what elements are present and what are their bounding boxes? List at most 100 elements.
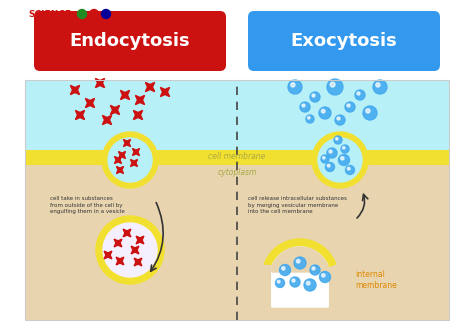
Circle shape: [347, 104, 350, 107]
Polygon shape: [104, 251, 112, 259]
Circle shape: [310, 92, 320, 102]
Polygon shape: [110, 106, 119, 115]
Polygon shape: [85, 98, 95, 108]
Circle shape: [101, 9, 110, 18]
Polygon shape: [160, 87, 170, 96]
Polygon shape: [134, 258, 142, 266]
Circle shape: [343, 147, 345, 149]
Circle shape: [96, 216, 164, 284]
Circle shape: [341, 157, 344, 160]
Circle shape: [376, 83, 380, 87]
FancyBboxPatch shape: [248, 11, 440, 71]
Text: Endocytosis: Endocytosis: [70, 32, 191, 50]
Circle shape: [306, 281, 310, 285]
Polygon shape: [131, 246, 139, 254]
Text: cell release intracellular substances
by merging vesicular membrane
into the cel: cell release intracellular substances by…: [248, 196, 347, 214]
Polygon shape: [272, 247, 328, 272]
Polygon shape: [116, 257, 124, 265]
Polygon shape: [123, 139, 130, 146]
Circle shape: [327, 148, 337, 158]
Bar: [25, 165, 449, 320]
Circle shape: [329, 150, 332, 153]
Circle shape: [321, 155, 329, 163]
Circle shape: [345, 102, 355, 112]
Circle shape: [312, 132, 368, 188]
Polygon shape: [133, 111, 143, 120]
Circle shape: [108, 138, 152, 182]
Circle shape: [366, 109, 370, 113]
Text: cytoplasm: cytoplasm: [217, 168, 257, 177]
Circle shape: [327, 79, 343, 95]
Circle shape: [294, 257, 306, 269]
Circle shape: [102, 132, 158, 188]
Circle shape: [334, 136, 342, 144]
Circle shape: [306, 115, 314, 123]
Circle shape: [312, 267, 315, 270]
Polygon shape: [118, 151, 126, 158]
FancyBboxPatch shape: [34, 11, 226, 71]
Polygon shape: [114, 156, 121, 163]
Circle shape: [291, 83, 295, 87]
Circle shape: [363, 106, 377, 120]
Bar: [25, 150, 449, 165]
Text: Exocytosis: Exocytosis: [291, 32, 397, 50]
Text: cell take in substances
from outside of the cell by
engulfing them in a vesicle: cell take in substances from outside of …: [50, 196, 125, 214]
Circle shape: [330, 82, 335, 87]
Text: SCIENCE: SCIENCE: [28, 9, 71, 18]
Circle shape: [290, 277, 300, 287]
Polygon shape: [130, 159, 137, 166]
Circle shape: [346, 165, 355, 175]
Circle shape: [321, 110, 325, 113]
Polygon shape: [123, 229, 131, 237]
Circle shape: [355, 90, 365, 100]
Circle shape: [357, 92, 360, 95]
Polygon shape: [95, 78, 105, 87]
Circle shape: [326, 162, 335, 172]
Circle shape: [347, 167, 350, 170]
Circle shape: [337, 117, 340, 120]
Polygon shape: [146, 82, 155, 91]
Circle shape: [288, 80, 302, 94]
Polygon shape: [75, 111, 84, 120]
Circle shape: [335, 115, 345, 125]
Text: cell membrane: cell membrane: [208, 151, 266, 160]
Circle shape: [280, 265, 291, 275]
Circle shape: [78, 9, 86, 18]
Polygon shape: [264, 239, 336, 267]
Circle shape: [296, 259, 300, 263]
Polygon shape: [114, 239, 122, 247]
Polygon shape: [272, 247, 328, 307]
Circle shape: [338, 154, 349, 165]
Circle shape: [302, 104, 305, 107]
Circle shape: [318, 138, 362, 182]
Bar: [25, 80, 449, 320]
Polygon shape: [136, 95, 145, 105]
Polygon shape: [120, 90, 129, 99]
Circle shape: [282, 267, 285, 270]
Circle shape: [300, 102, 310, 112]
Circle shape: [308, 117, 310, 119]
Circle shape: [292, 279, 295, 282]
Circle shape: [275, 278, 284, 287]
Circle shape: [310, 265, 320, 275]
Circle shape: [277, 280, 280, 283]
Circle shape: [103, 223, 157, 277]
Polygon shape: [136, 236, 144, 244]
Bar: [25, 80, 449, 150]
Circle shape: [328, 164, 330, 167]
Circle shape: [312, 94, 315, 97]
Polygon shape: [102, 115, 111, 125]
Circle shape: [323, 156, 325, 159]
Polygon shape: [132, 148, 139, 155]
Circle shape: [373, 80, 387, 94]
Circle shape: [90, 9, 99, 18]
Circle shape: [341, 145, 349, 153]
Circle shape: [336, 138, 338, 140]
Circle shape: [319, 107, 331, 119]
Circle shape: [322, 274, 325, 277]
Circle shape: [319, 271, 330, 282]
Text: internal
membrane: internal membrane: [355, 270, 397, 290]
Polygon shape: [117, 166, 124, 174]
Circle shape: [304, 279, 316, 291]
Polygon shape: [71, 85, 80, 94]
